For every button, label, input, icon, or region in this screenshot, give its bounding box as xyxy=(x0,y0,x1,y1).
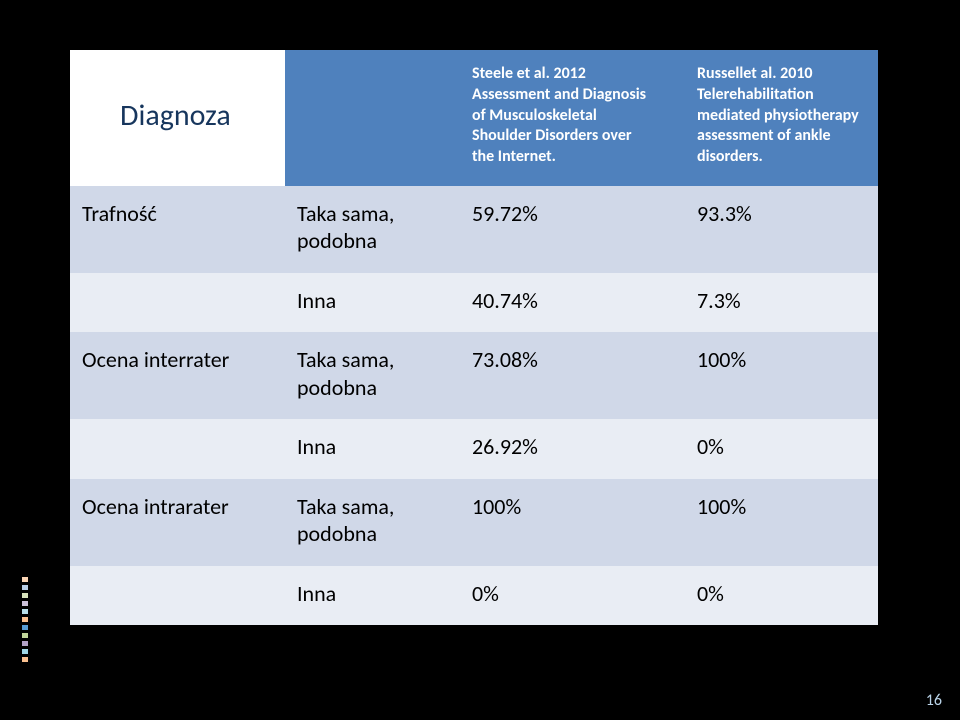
table-cell: Taka sama, podobna xyxy=(285,332,460,419)
table-cell: Inna xyxy=(285,273,460,333)
table-cell: 73.08% xyxy=(460,332,685,419)
table-cell xyxy=(70,419,285,479)
table-cell: Taka sama, podobna xyxy=(285,479,460,566)
table-cell: 7.3% xyxy=(685,273,878,333)
table-row: Inna26.92%0% xyxy=(70,419,878,479)
table-cell: 0% xyxy=(685,566,878,626)
data-table: Diagnoza Steele et al. 2012Assessment an… xyxy=(70,50,878,625)
table-cell: 93.3% xyxy=(685,186,878,273)
sidebar-swatch xyxy=(22,585,28,590)
table-cell: Ocena intrarater xyxy=(70,479,285,566)
sidebar-swatch xyxy=(22,641,28,646)
sidebar-swatch xyxy=(22,617,28,622)
table-header-spacer xyxy=(285,50,460,186)
sidebar-color-swatches xyxy=(22,577,28,665)
table-row: Inna0%0% xyxy=(70,566,878,626)
table-cell: Inna xyxy=(285,419,460,479)
table-cell: 0% xyxy=(460,566,685,626)
table-header-col2: Russellet al. 2010Telerehabilitationmedi… xyxy=(685,50,878,186)
page-title: Diagnoza xyxy=(120,97,231,134)
table-row: TrafnośćTaka sama, podobna59.72%93.3% xyxy=(70,186,878,273)
page-title-cell: Diagnoza xyxy=(70,50,285,186)
page-number: 16 xyxy=(926,691,942,710)
table-cell: Taka sama, podobna xyxy=(285,186,460,273)
sidebar-swatch xyxy=(22,577,28,582)
table-cell xyxy=(70,566,285,626)
table-row: Ocena interraterTaka sama, podobna73.08%… xyxy=(70,332,878,419)
table-cell xyxy=(70,273,285,333)
table-cell: 0% xyxy=(685,419,878,479)
table-cell: Ocena interrater xyxy=(70,332,285,419)
table-header-row: Diagnoza Steele et al. 2012Assessment an… xyxy=(70,50,878,186)
table-cell: 100% xyxy=(685,332,878,419)
sidebar-swatch xyxy=(22,593,28,598)
table-row: Inna40.74%7.3% xyxy=(70,273,878,333)
sidebar-swatch xyxy=(22,609,28,614)
table-cell: Trafność xyxy=(70,186,285,273)
sidebar-swatch xyxy=(22,657,28,662)
data-table-wrapper: Diagnoza Steele et al. 2012Assessment an… xyxy=(70,50,878,625)
table-cell: 100% xyxy=(460,479,685,566)
sidebar-swatch xyxy=(22,633,28,638)
table-row: Ocena intraraterTaka sama, podobna100%10… xyxy=(70,479,878,566)
sidebar-swatch xyxy=(22,601,28,606)
table-cell: 40.74% xyxy=(460,273,685,333)
table-cell: 26.92% xyxy=(460,419,685,479)
table-cell: 100% xyxy=(685,479,878,566)
sidebar-swatch xyxy=(22,649,28,654)
sidebar-swatch xyxy=(22,625,28,630)
table-cell: Inna xyxy=(285,566,460,626)
table-header-col1: Steele et al. 2012Assessment and Diagnos… xyxy=(460,50,685,186)
table-cell: 59.72% xyxy=(460,186,685,273)
